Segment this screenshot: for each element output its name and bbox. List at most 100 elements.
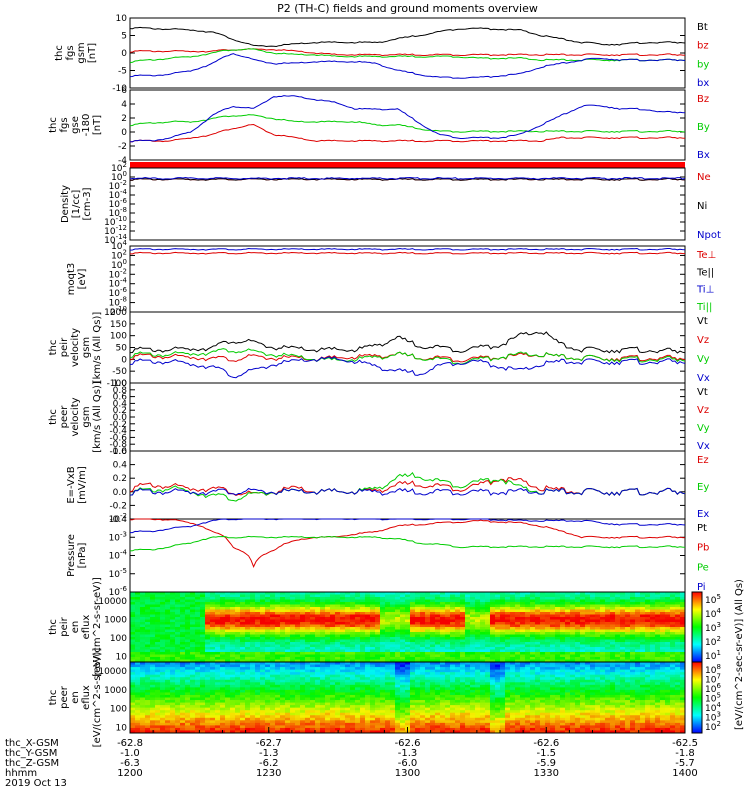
y-tick-label: 104 xyxy=(111,239,127,252)
legend-bx: bx xyxy=(697,78,709,89)
x-tick-label: -5.9 xyxy=(536,758,556,769)
y-tick-label: 10-14 xyxy=(104,233,127,246)
series-pe xyxy=(129,535,686,552)
y-tick-label: 1000 xyxy=(104,615,127,625)
colorbar-tick-label: 106 xyxy=(705,682,721,695)
y-tick-label: 0 xyxy=(121,355,127,365)
series-bt xyxy=(129,26,686,48)
series-ex xyxy=(129,487,686,496)
series-vz xyxy=(129,351,686,363)
footer-label: 2019 Oct 13 xyxy=(5,778,67,789)
y-tick-label: 100 xyxy=(110,634,127,644)
y-tick-label: 10-2 xyxy=(109,179,127,192)
series-bx xyxy=(130,95,686,143)
y-tick-label: 100 xyxy=(111,170,127,183)
series-bz xyxy=(130,123,686,143)
colorbar xyxy=(691,661,703,734)
y-tick-label: 10-12 xyxy=(104,224,127,237)
legend-ez: Ez xyxy=(697,455,709,466)
legend-bz: Bz xyxy=(697,94,709,105)
y-axis-label: thcpeirvelocitygsm[km/s (All Qs)] xyxy=(48,312,103,384)
panel-frame xyxy=(129,382,686,452)
colorbar-tick-label: 102 xyxy=(705,720,721,733)
legend-pi: Pi xyxy=(697,582,706,593)
x-tick-label: -1.0 xyxy=(120,748,140,759)
footer-label: hhmm xyxy=(5,768,37,779)
x-tick-label: -62.6 xyxy=(395,738,421,749)
colorbar-label: [eV/(cm^2-sec-sr-eV)] (All Qs) xyxy=(734,579,745,730)
legend-ti: Ti|| xyxy=(696,302,712,313)
series-by xyxy=(129,48,686,64)
y-tick-label: 4 xyxy=(121,100,127,110)
x-tick-label: -6.0 xyxy=(398,758,418,769)
x-tick-label: -1.3 xyxy=(259,748,279,759)
series-ti xyxy=(129,247,686,251)
y-tick-label: 10 xyxy=(116,723,128,733)
panel-7: E=-VxB[mV/m] xyxy=(66,450,686,520)
panel-frame xyxy=(129,89,686,161)
x-tick-label: -1.8 xyxy=(675,748,695,759)
y-tick-label: 50 xyxy=(116,344,128,354)
colorbar-tick-label: 105 xyxy=(705,593,721,606)
y-tick-label: 10-10 xyxy=(104,215,127,228)
legend-pe: Pe xyxy=(697,562,709,573)
y-tick-label: 0.6 xyxy=(113,393,128,403)
y-tick-label: 0.0 xyxy=(113,413,128,423)
legend-vx: Vx xyxy=(697,441,710,452)
y-axis-label: thcpeireneflux[eV/(cm^2-s-sr-eV)] xyxy=(48,577,103,677)
y-tick-label: 0.6 xyxy=(113,447,128,457)
legend-te: Te⊥ xyxy=(696,250,716,261)
y-tick-label: 10 xyxy=(116,652,128,662)
y-tick-label: 10-6 xyxy=(109,585,128,598)
colorbar-tick-label: 105 xyxy=(705,692,721,705)
legend-bt: Bt xyxy=(697,22,708,33)
legend-ti: Ti⊥ xyxy=(696,285,714,296)
panel-1: thcfgsgsm[nT] xyxy=(54,17,686,89)
series-npot xyxy=(129,176,686,180)
x-tick-label: -62.8 xyxy=(117,738,143,749)
colorbar-tick-label: 103 xyxy=(705,711,721,724)
flag-bar xyxy=(130,162,685,168)
x-tick-label: -1.3 xyxy=(398,748,418,759)
legend-bx: Bx xyxy=(697,150,710,161)
panel-frame xyxy=(129,245,686,313)
y-tick-label: 10-4 xyxy=(109,277,128,290)
y-tick-label: 102 xyxy=(111,161,127,174)
y-tick-label: -5 xyxy=(118,67,127,77)
series-bz xyxy=(129,48,686,57)
series-bx xyxy=(129,53,686,79)
legend-vy: Vy xyxy=(697,354,710,365)
x-tick-label: 1400 xyxy=(672,768,697,779)
panel-6: thcpeervelocitygsm[km/s (All Qs)] xyxy=(48,381,686,453)
y-tick-label: 0.8 xyxy=(113,386,128,396)
y-tick-label: 0.2 xyxy=(113,406,127,416)
legend-vz: Vz xyxy=(697,405,709,416)
y-tick-label: 10-2 xyxy=(109,512,127,525)
series-vt xyxy=(129,331,686,354)
x-tick-label: 1300 xyxy=(395,768,420,779)
legend-npot: Npot xyxy=(697,230,721,241)
legend-vt: Vt xyxy=(697,316,708,327)
y-axis-label: Pressure[nPa] xyxy=(66,534,88,577)
y-tick-label: 0 xyxy=(121,49,127,59)
legend-te: Te|| xyxy=(696,267,714,278)
x-tick-label: -62.7 xyxy=(256,738,282,749)
y-tick-label: -10 xyxy=(112,84,127,94)
y-tick-label: 10-4 xyxy=(109,549,128,562)
y-tick-label: -0.2 xyxy=(109,420,127,430)
legend-pb: Pb xyxy=(697,543,709,554)
x-tick-label: -6.2 xyxy=(259,758,279,769)
y-tick-label: 102 xyxy=(111,248,127,261)
y-tick-label: 10-10 xyxy=(104,305,127,318)
footer-label: thc_Y-GSM xyxy=(5,748,57,759)
y-tick-label: 10-5 xyxy=(109,567,127,580)
legend-ni: Ni xyxy=(697,201,707,212)
colorbar-tick-label: 102 xyxy=(705,635,721,648)
panel-10: thcpeereneflux[eV/(cm^2-s-sr-eV)] 1081071… xyxy=(48,648,721,748)
spectrogram xyxy=(130,592,686,663)
y-tick-label: -0.4 xyxy=(109,515,127,525)
panel-frame xyxy=(129,450,686,520)
panel-3: Density[1/cc][cm-3] xyxy=(60,167,686,241)
y-axis-label: E=-VxB[mV/m] xyxy=(66,466,88,504)
